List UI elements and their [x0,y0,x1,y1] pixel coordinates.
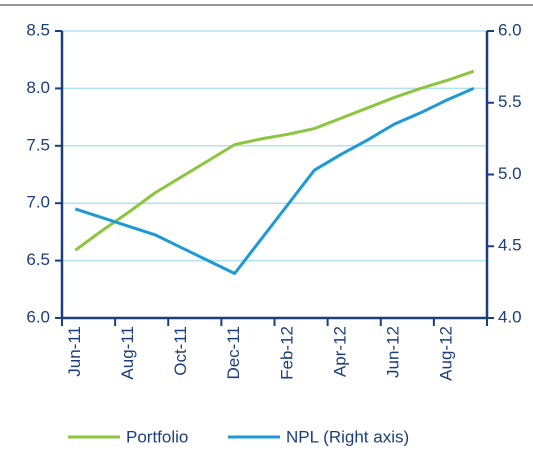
series-line [74,87,475,276]
y-tick-label: 8.5 [26,20,50,39]
y-tick-label: 8.0 [26,78,50,97]
series-line [74,69,475,252]
x-tick-label: Apr-12 [330,326,349,377]
x-tick-label: Oct-11 [171,326,190,376]
x-tick-label: Aug-12 [437,326,456,381]
x-tick-label: Aug-11 [118,326,137,380]
y2-tick-label: 5.5 [498,92,522,111]
y-tick-label: 7.0 [26,193,50,212]
y-tick-label: 6.0 [26,307,50,326]
x-tick-label: Feb-12 [277,326,296,380]
y-tick-label: 6.5 [26,250,50,269]
legend-label: Portfolio [126,427,188,446]
y2-tick-label: 4.0 [498,307,522,326]
legend-label: NPL (Right axis) [286,427,409,446]
y2-tick-label: 5.0 [498,164,522,183]
y-tick-label: 7.5 [26,135,50,154]
y2-tick-label: 4.5 [498,236,522,255]
x-tick-label: Jun-11 [65,326,84,377]
x-tick-label: Jun-12 [384,326,403,378]
x-tick-label: Dec-11 [224,326,243,380]
y2-tick-label: 6.0 [498,20,522,39]
